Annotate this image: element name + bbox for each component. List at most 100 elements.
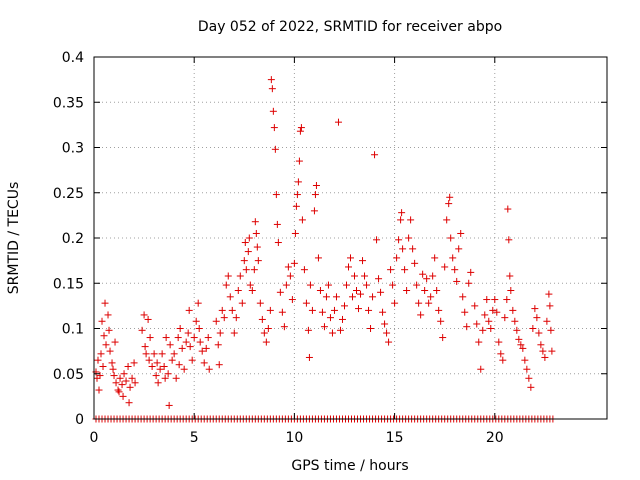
data-point: [399, 245, 407, 253]
y-tick-label: 0.1: [62, 322, 84, 338]
x-tick-label: 5: [190, 430, 199, 446]
data-point: [198, 347, 206, 355]
data-point: [128, 374, 136, 382]
data-point: [411, 259, 419, 267]
data-point: [116, 374, 124, 382]
data-point: [114, 386, 122, 394]
data-point: [278, 308, 286, 316]
data-point: [286, 272, 294, 280]
data-point: [503, 296, 511, 304]
data-point: [541, 353, 549, 361]
data-point: [258, 315, 266, 323]
data-point: [101, 299, 109, 307]
data-point: [318, 308, 326, 316]
data-point: [391, 299, 399, 307]
data-point: [453, 277, 461, 285]
data-point: [353, 286, 361, 294]
data-point: [200, 359, 208, 367]
data-point: [268, 85, 276, 93]
data-point: [141, 343, 149, 351]
data-point: [180, 365, 188, 373]
data-point: [271, 145, 279, 153]
data-point: [96, 372, 104, 380]
data-point: [273, 220, 281, 228]
data-point: [525, 374, 533, 382]
data-point: [295, 157, 303, 165]
y-axis-label: SRMTID / TECUs: [6, 182, 22, 295]
data-point: [252, 229, 260, 237]
data-point: [449, 254, 457, 262]
data-point: [260, 329, 268, 337]
data-point: [349, 293, 357, 301]
data-point: [336, 326, 344, 334]
data-point: [415, 299, 423, 307]
data-point: [413, 281, 421, 289]
data-point: [373, 236, 381, 244]
data-point: [144, 315, 152, 323]
data-point: [367, 325, 375, 332]
data-point: [304, 326, 312, 334]
data-point: [94, 356, 102, 364]
data-point: [196, 338, 204, 346]
data-point: [280, 323, 288, 331]
data-point: [146, 334, 154, 342]
data-point: [95, 386, 103, 394]
data-point: [517, 341, 525, 349]
data-point: [473, 320, 481, 328]
data-point: [506, 272, 514, 280]
data-point: [272, 191, 280, 199]
data-point: [205, 365, 213, 373]
data-point: [178, 344, 186, 352]
data-point: [125, 399, 133, 407]
data-point: [292, 202, 300, 210]
data-point: [371, 151, 379, 159]
data-point: [161, 374, 169, 382]
data-point: [124, 363, 132, 371]
data-point: [112, 379, 120, 387]
data-point: [214, 341, 222, 349]
data-point: [100, 332, 108, 340]
data-point: [310, 207, 318, 215]
data-point: [274, 239, 282, 247]
data-point: [110, 372, 118, 380]
data-point: [340, 302, 348, 310]
data-point: [347, 254, 354, 262]
data-point: [170, 350, 178, 358]
data-point: [288, 296, 296, 304]
data-point: [344, 263, 352, 271]
data-point: [164, 370, 172, 378]
data-point: [148, 363, 156, 371]
data-point: [195, 325, 203, 332]
data-point: [433, 286, 441, 294]
data-point: [130, 359, 138, 367]
data-point: [291, 229, 299, 237]
data-point: [513, 326, 521, 334]
data-point: [212, 317, 220, 325]
y-tick-label: 0.3: [62, 141, 84, 157]
data-point: [242, 266, 250, 274]
data-point: [505, 236, 513, 244]
data-point: [398, 209, 406, 217]
data-point: [106, 347, 114, 355]
chart-title: Day 052 of 2022, SRMTID for receiver abp…: [198, 19, 502, 35]
data-point: [361, 272, 369, 280]
data-point: [521, 356, 529, 364]
data-point: [504, 205, 512, 213]
data-point: [115, 388, 123, 396]
data-point: [140, 311, 148, 319]
data-point: [533, 314, 541, 322]
data-point: [245, 234, 253, 242]
data-point: [254, 257, 262, 265]
data-point: [240, 257, 248, 265]
data-point: [282, 281, 290, 289]
data-point: [419, 270, 427, 278]
x-axis-label: GPS time / hours: [291, 458, 408, 474]
data-point: [479, 326, 487, 334]
data-point: [423, 275, 431, 283]
data-point: [435, 306, 443, 314]
data-point: [501, 314, 509, 322]
data-point: [293, 191, 301, 199]
data-point: [459, 293, 467, 301]
data-point: [519, 344, 527, 352]
